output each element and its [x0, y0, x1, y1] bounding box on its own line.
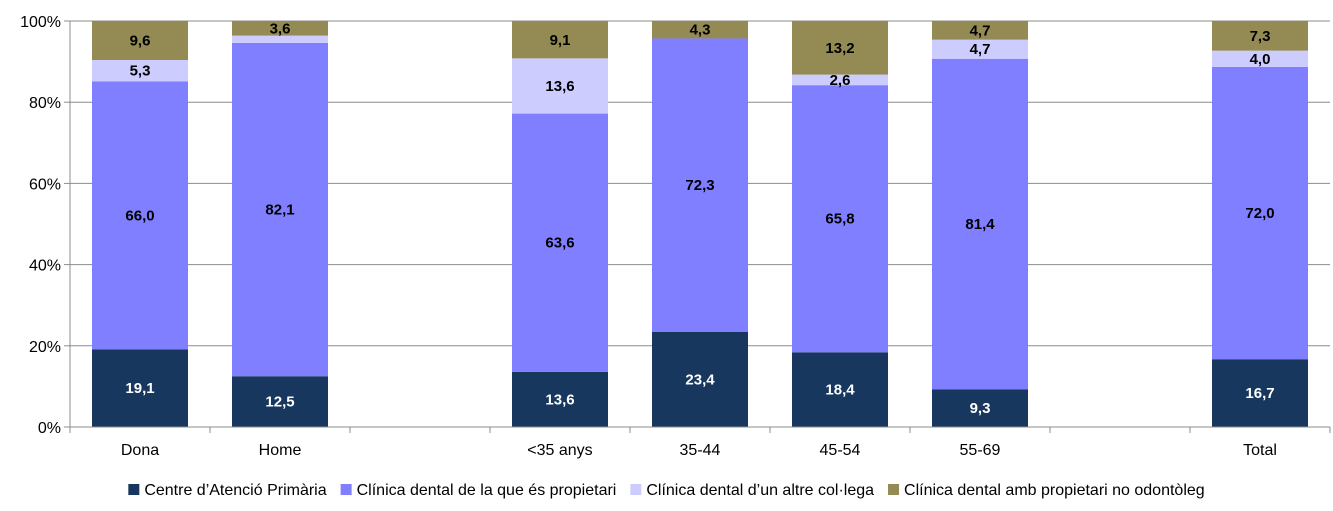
x-tick-label: Home — [259, 442, 302, 459]
bar-segment — [232, 21, 328, 36]
bar-segment — [1212, 50, 1308, 67]
legend-label: Clínica dental de la que és propietari — [357, 482, 617, 499]
legend-label: Clínica dental d’un altre col·lega — [646, 482, 874, 499]
x-tick-label: Dona — [121, 442, 159, 459]
bar-segment — [512, 113, 608, 372]
bar-segment — [792, 85, 888, 353]
x-tick-label: <35 anys — [527, 442, 592, 459]
y-tick-label: 40% — [29, 258, 61, 275]
data-label: 16,7 — [1245, 385, 1274, 402]
data-label: 72,0 — [1245, 205, 1274, 222]
y-tick-label: 60% — [29, 176, 61, 193]
bar-segment — [932, 389, 1028, 427]
data-label: 18,4 — [825, 382, 855, 399]
data-label: 72,3 — [685, 177, 714, 194]
bar-segment — [92, 59, 188, 82]
data-label: 9,6 — [130, 32, 151, 49]
data-label: 4,3 — [690, 22, 711, 39]
data-label: 9,1 — [550, 32, 571, 49]
bars: 19,1 66,0 5,3 9,6 12,5 82,1 3,6 13,6 63,6 13,6 9,1… — [92, 20, 1308, 427]
data-label: 13,6 — [545, 78, 574, 95]
data-label: 9,3 — [970, 400, 991, 417]
x-tick-label: Total — [1243, 442, 1277, 459]
bar-segment — [652, 38, 748, 332]
bar-segment — [1212, 21, 1308, 51]
bar-segment — [792, 21, 888, 75]
data-label: 65,8 — [825, 211, 854, 228]
y-tick-label: 20% — [29, 339, 61, 356]
legend: Centre d’Atenció Primària Clínica dental … — [128, 482, 1205, 499]
bar-segment — [792, 74, 888, 86]
bar-segment — [92, 349, 188, 427]
data-label: 2,6 — [830, 72, 851, 89]
data-label: 81,4 — [965, 216, 995, 233]
data-label: 23,4 — [685, 371, 715, 388]
data-label: 13,2 — [825, 40, 854, 57]
data-label: 7,3 — [1250, 28, 1271, 45]
bar-segment — [92, 21, 188, 60]
legend-swatch — [128, 484, 140, 495]
x-tick-label: 45-54 — [820, 442, 861, 459]
legend-swatch — [888, 484, 900, 495]
bar-segment — [92, 81, 188, 350]
bar-segment — [652, 21, 748, 39]
bar-segment — [932, 58, 1028, 390]
bar-segment — [232, 42, 328, 377]
bar-segment — [512, 371, 608, 427]
data-label: 4,7 — [970, 22, 991, 39]
bar-segment — [512, 21, 608, 59]
data-label: 12,5 — [265, 394, 294, 411]
axes: 0% 20% 40% 60% 80% 100% Dona Home <35 anys 35-44 4… — [20, 14, 1331, 459]
bar-segment — [512, 58, 608, 114]
data-label: 4,7 — [970, 41, 991, 58]
legend-label: Clínica dental amb propietari no odontòl… — [904, 482, 1205, 499]
bar-segment — [232, 376, 328, 427]
y-tick-label: 100% — [20, 14, 61, 31]
bar-segment — [932, 21, 1028, 40]
bar-segment — [792, 352, 888, 427]
data-label: 19,1 — [125, 380, 154, 397]
legend-swatch — [630, 484, 642, 495]
bar-segment — [1212, 66, 1308, 360]
legend-swatch — [340, 484, 352, 495]
data-label: 82,1 — [265, 202, 294, 219]
data-label: 3,6 — [270, 20, 291, 37]
bar-segment — [1212, 359, 1308, 427]
data-label: 63,6 — [545, 235, 574, 252]
data-label: 4,0 — [1250, 51, 1271, 68]
bar-segment — [932, 39, 1028, 59]
x-tick-label: 35-44 — [680, 442, 721, 459]
data-label: 5,3 — [130, 63, 151, 80]
x-tick-label: 55-69 — [960, 442, 1001, 459]
y-tick-label: 80% — [29, 95, 61, 112]
data-label: 13,6 — [545, 391, 574, 408]
bar-segment — [232, 35, 328, 43]
bar-segment — [652, 331, 748, 427]
y-tick-label: 0% — [38, 420, 61, 437]
legend-label: Centre d’Atenció Primària — [144, 482, 326, 499]
data-label: 66,0 — [125, 207, 154, 224]
